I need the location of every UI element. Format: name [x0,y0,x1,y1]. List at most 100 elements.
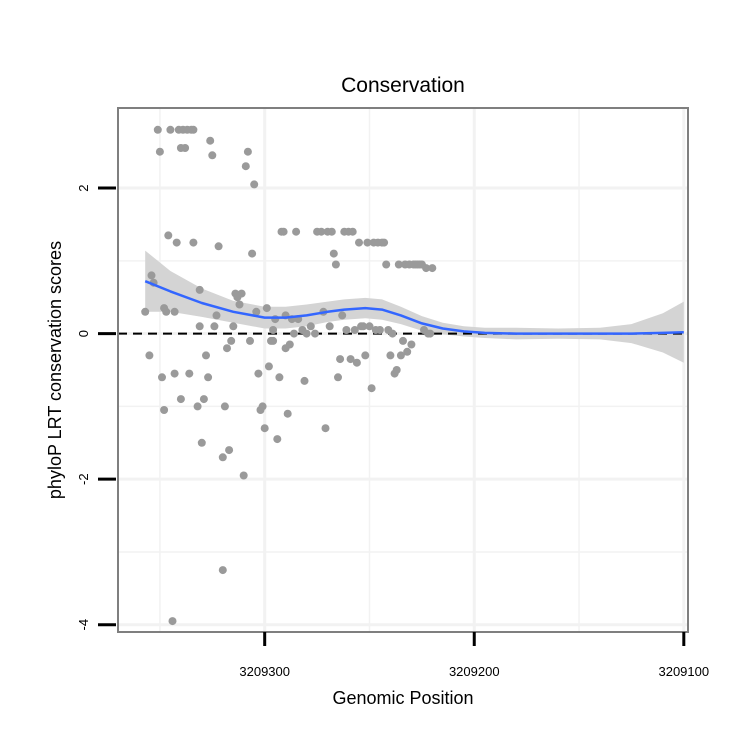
data-point [346,355,355,364]
data-point [202,351,210,360]
data-point [141,307,150,316]
x-tick-label: 3209300 [239,664,290,679]
data-point [227,336,236,345]
data-point [329,249,338,258]
data-point [302,329,311,338]
data-point [386,351,395,360]
smooth-line-group [144,280,684,335]
data-point [325,322,334,331]
data-point [246,336,254,345]
data-point [283,409,292,418]
data-point [311,329,319,338]
data-point [239,471,248,480]
y-axis-label: phyloP LRT conservation scores [45,241,65,499]
data-point [396,351,405,360]
data-point [334,373,342,382]
data-point [269,326,278,334]
data-point [355,238,363,247]
data-point [170,307,179,316]
data-point [223,344,231,353]
data-point [260,424,269,433]
data-point [403,347,412,356]
data-point [189,125,198,134]
data-point [185,369,194,378]
data-point [170,369,179,378]
data-point [264,362,273,371]
data-point [212,311,221,320]
data-point [285,340,294,349]
data-point [331,260,340,269]
data-point [155,147,164,156]
data-point [327,227,336,236]
data-point [365,322,374,331]
data-point [262,304,271,313]
data-point [375,326,384,334]
data-point [241,162,250,171]
data-point [350,326,359,334]
data-point [189,238,198,247]
data-point [252,307,261,316]
data-point [290,329,298,338]
data-point [306,322,315,331]
data-point [392,366,401,374]
data-point [361,351,370,360]
panel-border [117,107,689,633]
y-tick-label: 2 [76,184,91,191]
data-point [338,311,347,320]
data-point [229,322,238,331]
data-point [380,238,389,247]
data-point [166,125,175,134]
data-point [206,136,215,145]
data-point [195,285,204,294]
data-point [248,249,257,258]
data-point [399,336,407,345]
data-point [317,227,326,236]
axes: 3209300 3209200 3209100 -4 -2 0 2 [76,184,709,679]
data-point [269,336,278,345]
data-point [199,395,208,404]
data-point [218,453,227,462]
data-point [210,322,219,331]
data-point [363,238,372,247]
smooth-line [144,280,684,335]
data-point [214,242,223,251]
y-tick-label: -4 [76,619,91,631]
data-point [428,264,437,273]
y-tick-label: 0 [76,330,91,337]
data-point [348,227,357,236]
data-point [158,373,166,382]
data-point [164,231,173,240]
data-point [145,351,154,360]
chart-title: Conservation [341,74,465,97]
data-point [160,406,169,414]
data-point [235,300,244,309]
data-point [168,617,177,626]
data-point [407,340,416,349]
data-point [220,402,229,411]
data-point [176,395,185,404]
data-point [359,322,368,331]
data-point [394,260,403,269]
data-point [172,238,181,247]
data-point [208,151,217,160]
y-tick-label: -2 [76,473,91,485]
data-point [422,264,431,273]
data-point [273,435,282,444]
data-point [426,329,435,338]
data-point [147,271,156,280]
data-point [300,376,309,385]
data-point [250,180,259,189]
data-point [367,384,376,393]
x-axis-label: Genomic Position [332,688,473,708]
data-point [258,402,267,411]
data-point [193,402,202,411]
data-point [292,227,301,236]
data-point [162,307,171,316]
data-point [237,289,246,298]
data-point [243,147,252,156]
data-point [181,144,190,152]
x-tick-label: 3209100 [658,664,709,679]
data-point [195,322,204,331]
data-point [218,566,227,575]
